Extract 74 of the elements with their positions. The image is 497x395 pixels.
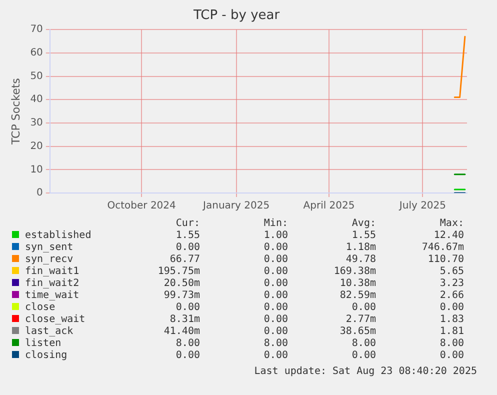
text: 1.55 <box>174 230 200 242</box>
legend-label: closing <box>24 350 68 362</box>
text: 0.00 <box>262 314 288 326</box>
text: 0.00 <box>262 302 288 314</box>
text: 1.00 <box>262 230 288 242</box>
text: 0.00 <box>262 350 288 362</box>
y-tick-label: 0 <box>36 188 43 199</box>
legend-label: established <box>24 230 92 242</box>
text: 0.00 <box>438 302 464 314</box>
legend-label: syn_sent <box>24 242 74 254</box>
text: Cur: <box>174 218 200 230</box>
text: 2.66 <box>438 290 464 302</box>
text: 12.40 <box>432 230 464 242</box>
y-tick-label: 40 <box>30 94 43 106</box>
legend-label: syn_recv <box>24 254 74 266</box>
text: Max: <box>438 218 464 230</box>
text: 169.38m <box>332 266 376 278</box>
text: 1.83 <box>438 314 464 326</box>
text: Avg: <box>350 218 376 230</box>
y-axis-title: TCP Sockets <box>9 78 22 146</box>
text: 0.00 <box>174 350 200 362</box>
x-tick-label: January 2025 <box>202 200 270 212</box>
text: 8.00 <box>438 338 464 350</box>
text: 8.00 <box>174 338 200 350</box>
legend-label: fin_wait1 <box>24 266 80 278</box>
text: 1.55 <box>350 230 376 242</box>
text: 0.00 <box>350 350 376 362</box>
legend-label: time_wait <box>24 290 80 302</box>
y-tick-label: 70 <box>30 24 43 36</box>
text: 195.75m <box>156 266 200 278</box>
text: 8.00 <box>350 338 376 350</box>
text: 5.65 <box>438 266 464 278</box>
text: 0.00 <box>262 278 288 290</box>
text: 41.40m <box>162 326 200 338</box>
text: 110.70 <box>426 254 464 266</box>
text: 746.67m <box>420 242 464 254</box>
text: 0.00 <box>262 290 288 302</box>
x-tick-label: April 2025 <box>303 200 355 212</box>
legend-label: close_wait <box>24 314 86 326</box>
text: 99.73m <box>162 290 200 302</box>
text: 8.31m <box>168 314 200 326</box>
y-tick-label: 30 <box>30 118 43 129</box>
y-tick-label: 10 <box>30 164 43 176</box>
chart-title: TCP - by year <box>192 8 280 24</box>
text: 0.00 <box>174 242 200 254</box>
legend-label: fin_wait2 <box>24 278 80 290</box>
text: 0.00 <box>350 302 376 314</box>
text: 66.77 <box>168 254 200 266</box>
text: 0.00 <box>262 242 288 254</box>
text: Min: <box>262 218 288 230</box>
text: 8.00 <box>262 338 288 350</box>
text: 82.59m <box>338 290 376 302</box>
x-tick-label: July 2025 <box>398 200 446 212</box>
text: 2.77m <box>344 314 376 326</box>
text: 38.65m <box>338 326 376 338</box>
y-tick-label: 60 <box>30 48 43 59</box>
text: 49.78 <box>344 254 376 266</box>
text: 0.00 <box>438 350 464 362</box>
text: 0.00 <box>262 254 288 266</box>
y-tick-label: 20 <box>30 140 43 152</box>
text: 20.50m <box>162 278 200 290</box>
legend-label: listen <box>24 338 62 350</box>
text: 10.38m <box>338 278 376 290</box>
text: 0.00 <box>174 302 200 314</box>
y-tick-label: 50 <box>30 70 43 82</box>
legend-label: close <box>24 302 56 314</box>
text: 0.00 <box>262 266 288 278</box>
text: Last update: Sat Aug 23 08:40:20 2025 <box>254 366 477 377</box>
text: 1.81 <box>438 326 464 338</box>
text: 0.00 <box>262 326 288 338</box>
text: 1.18m <box>344 242 376 254</box>
text: 3.23 <box>438 278 464 290</box>
legend-label: last_ack <box>24 326 74 338</box>
x-tick-label: October 2024 <box>107 200 176 212</box>
